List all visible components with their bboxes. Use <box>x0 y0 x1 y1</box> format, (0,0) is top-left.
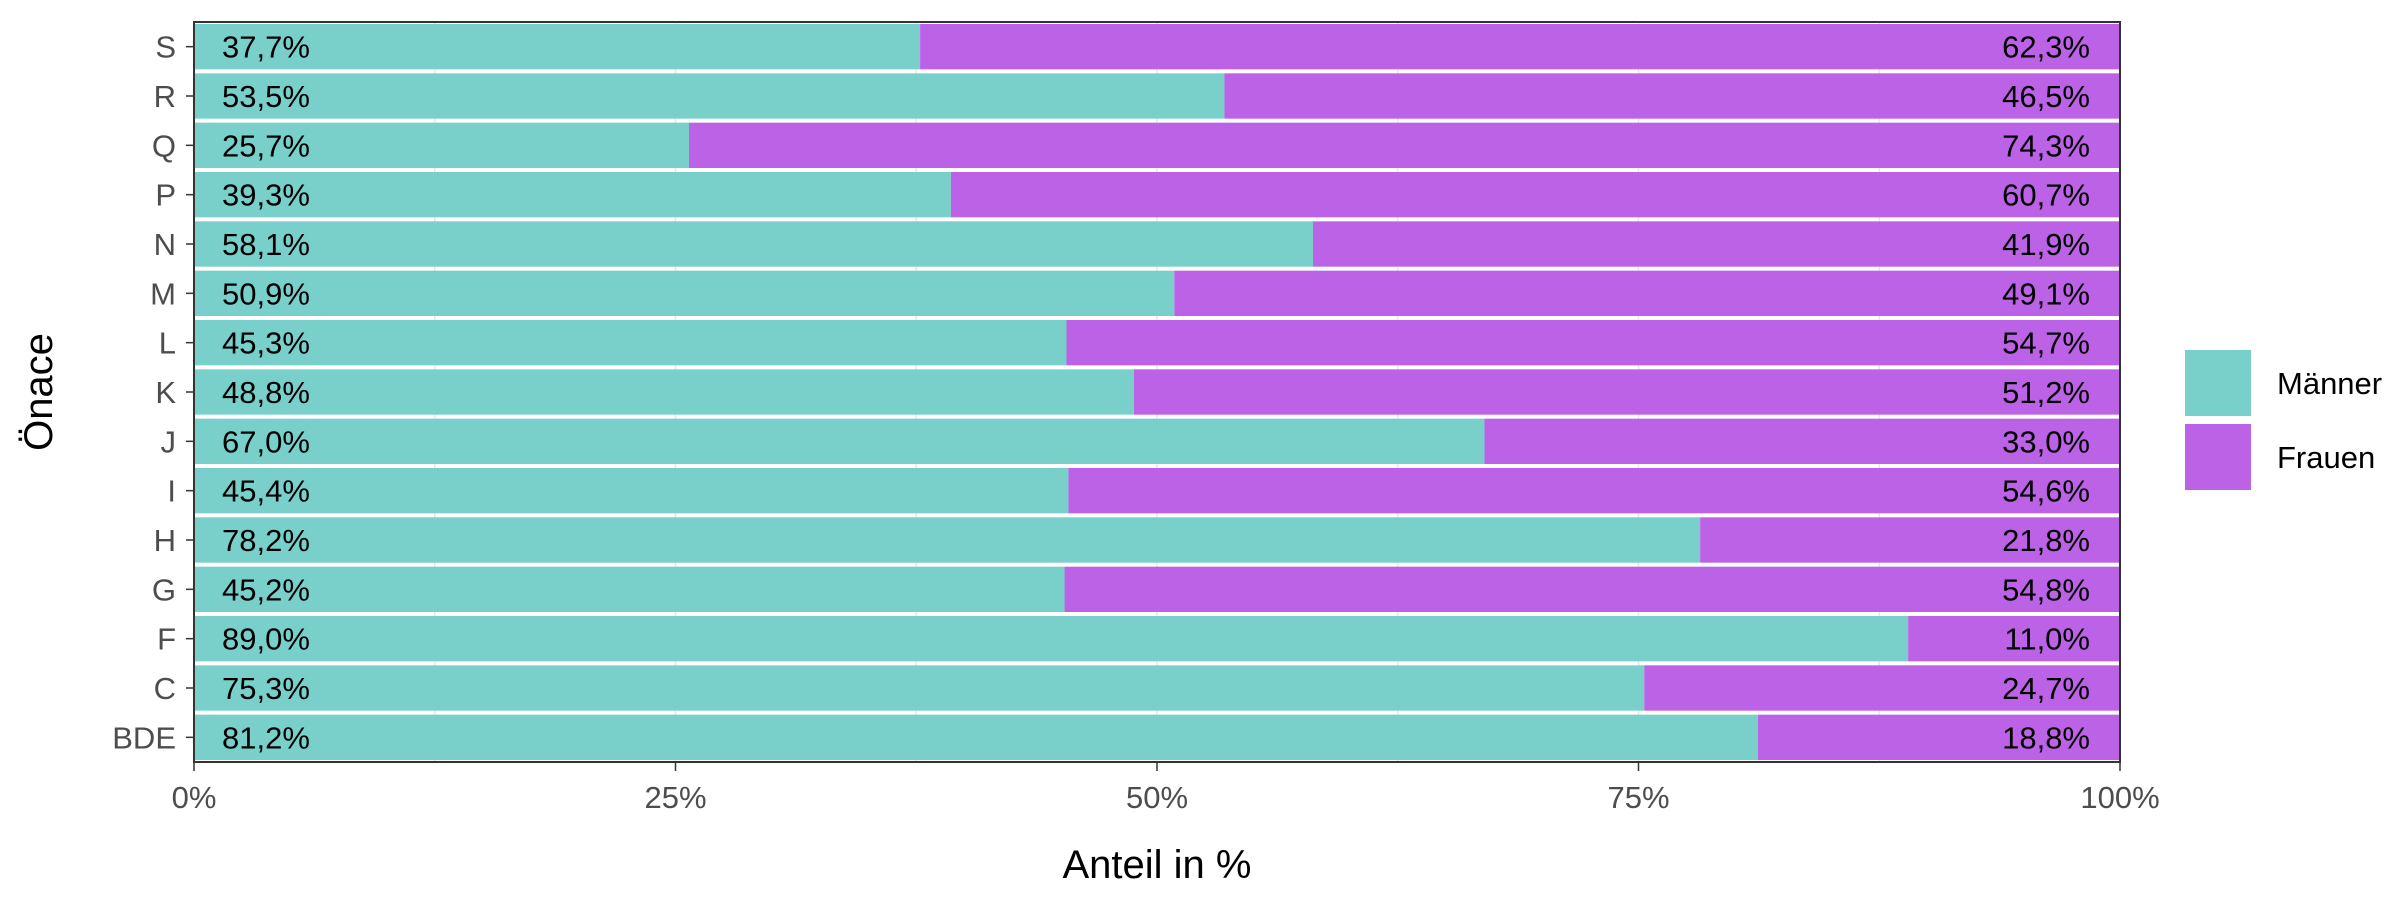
data-label-M-maenner: 50,9% <box>222 276 310 311</box>
bar-K-maenner <box>194 369 1134 415</box>
bars <box>194 24 2121 760</box>
data-label-Q-frauen: 74,3% <box>2002 128 2090 163</box>
data-label-N-frauen: 41,9% <box>2002 227 2090 262</box>
bar-M-frauen <box>1174 270 2120 316</box>
data-label-L-maenner: 45,3% <box>222 326 310 361</box>
data-label-F-maenner: 89,0% <box>222 622 310 657</box>
data-label-M-frauen: 49,1% <box>2002 276 2090 311</box>
legend: Männer Frauen <box>2185 350 2382 490</box>
bar-J-maenner <box>194 418 1485 464</box>
data-label-L-frauen: 54,7% <box>2002 326 2090 361</box>
y-tick-label-BDE: BDE <box>112 720 176 755</box>
y-tick-label-P: P <box>155 178 176 213</box>
data-label-G-frauen: 54,8% <box>2002 572 2090 607</box>
x-tick-label-50: 50% <box>1126 780 1188 815</box>
bar-N-frauen <box>1313 221 2120 267</box>
bar-I-maenner <box>194 468 1069 514</box>
data-label-H-frauen: 21,8% <box>2002 523 2090 558</box>
data-labels: 37,7% 62,3% 53,5% 46,5% 25,7% 74,3% 39,3% 60,7%… <box>222 30 2090 756</box>
bar-P-maenner <box>194 172 951 218</box>
plot-frame <box>193 21 2121 763</box>
bar-R-maenner <box>194 73 1225 119</box>
bar-M-maenner <box>194 270 1175 316</box>
data-label-P-maenner: 39,3% <box>222 178 310 213</box>
data-label-F-frauen: 11,0% <box>2004 622 2090 657</box>
bar-G-frauen <box>1064 566 2120 612</box>
legend-label-maenner: Männer <box>2277 366 2382 401</box>
bar-G-maenner <box>194 566 1065 612</box>
data-label-C-maenner: 75,3% <box>222 671 310 706</box>
data-label-G-maenner: 45,2% <box>222 572 310 607</box>
plot-border <box>193 21 2121 763</box>
y-axis-title: Önace <box>17 333 61 451</box>
bar-C-maenner <box>194 665 1645 711</box>
legend-swatch-maenner <box>2185 350 2251 416</box>
data-label-J-maenner: 67,0% <box>222 424 310 459</box>
y-tick-label-Q: Q <box>152 128 176 163</box>
data-label-C-frauen: 24,7% <box>2002 671 2090 706</box>
bar-BDE-frauen <box>1757 714 2120 760</box>
data-label-I-frauen: 54,6% <box>2002 474 2090 509</box>
bar-F-frauen <box>1908 616 2120 662</box>
data-label-BDE-frauen: 18,8% <box>2002 720 2090 755</box>
data-label-BDE-maenner: 81,2% <box>222 720 310 755</box>
y-tick-label-H: H <box>154 523 176 558</box>
bar-P-frauen <box>950 172 2121 218</box>
bar-I-frauen <box>1068 468 2120 514</box>
y-tick-label-L: L <box>159 326 176 361</box>
bar-N-maenner <box>194 221 1314 267</box>
y-tick-label-G: G <box>152 572 176 607</box>
data-label-I-maenner: 45,4% <box>222 474 310 509</box>
x-axis: 0% 25% 50% 75% 100% <box>172 762 2160 815</box>
data-label-K-maenner: 48,8% <box>222 375 310 410</box>
data-label-K-frauen: 51,2% <box>2002 375 2090 410</box>
y-tick-label-M: M <box>150 276 176 311</box>
bar-C-frauen <box>1644 665 2120 711</box>
legend-label-frauen: Frauen <box>2277 440 2375 475</box>
bar-L-maenner <box>194 320 1067 366</box>
data-label-R-maenner: 53,5% <box>222 79 310 114</box>
y-tick-label-I: I <box>167 474 176 509</box>
bar-L-frauen <box>1066 320 2120 366</box>
data-label-S-frauen: 62,3% <box>2002 30 2090 65</box>
bar-S-frauen <box>920 24 2120 70</box>
x-axis-title: Anteil in % <box>1063 843 1252 887</box>
data-label-J-frauen: 33,0% <box>2002 424 2090 459</box>
x-tick-label-75: 75% <box>1607 780 1669 815</box>
bar-R-frauen <box>1224 73 2120 119</box>
y-tick-label-S: S <box>155 30 176 65</box>
data-label-N-maenner: 58,1% <box>222 227 310 262</box>
x-tick-label-100: 100% <box>2080 780 2159 815</box>
legend-swatch-frauen <box>2185 424 2251 490</box>
bar-F-maenner <box>194 616 1909 662</box>
y-tick-label-N: N <box>154 227 176 262</box>
y-tick-label-J: J <box>161 424 177 459</box>
data-label-Q-maenner: 25,7% <box>222 128 310 163</box>
bar-H-maenner <box>194 517 1701 563</box>
data-label-S-maenner: 37,7% <box>222 30 310 65</box>
y-tick-label-R: R <box>154 79 176 114</box>
data-label-H-maenner: 78,2% <box>222 523 310 558</box>
x-tick-label-25: 25% <box>644 780 706 815</box>
bar-S-maenner <box>194 24 921 70</box>
y-tick-label-F: F <box>157 622 176 657</box>
bar-BDE-maenner <box>194 714 1758 760</box>
x-tick-label-0: 0% <box>172 780 217 815</box>
bar-J-frauen <box>1484 418 2120 464</box>
y-tick-label-C: C <box>154 671 176 706</box>
y-tick-label-K: K <box>155 375 176 410</box>
bar-K-frauen <box>1133 369 2120 415</box>
bar-Q-maenner <box>194 122 689 168</box>
bar-H-frauen <box>1700 517 2120 563</box>
bar-Q-frauen <box>688 122 2121 168</box>
data-label-P-frauen: 60,7% <box>2002 178 2090 213</box>
data-label-R-frauen: 46,5% <box>2002 79 2090 114</box>
